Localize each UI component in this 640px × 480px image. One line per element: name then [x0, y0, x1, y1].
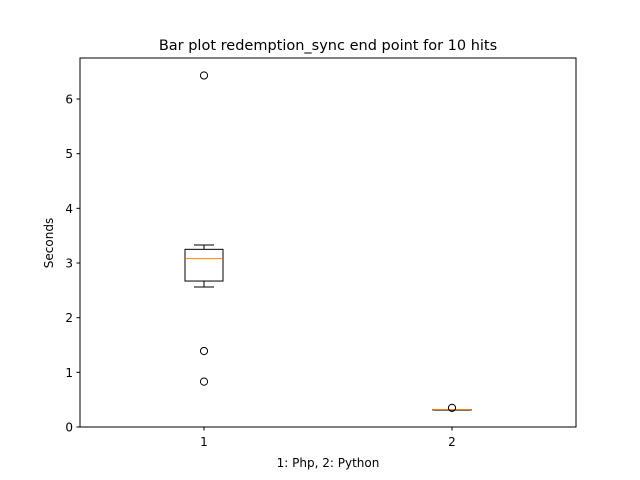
y-tick-label-2: 2	[65, 311, 73, 325]
x-tick-label-2: 2	[448, 435, 456, 449]
outlier-1-2	[199, 377, 209, 386]
box-body-1	[184, 248, 224, 282]
x-axis-label: 1: Php, 2: Python	[277, 456, 380, 470]
plot-frame	[79, 57, 577, 428]
y-axis-label: Seconds	[42, 218, 56, 268]
y-tick-label-5: 5	[65, 147, 73, 161]
y-tick-label-6: 6	[65, 93, 73, 107]
outlier-1-1	[199, 346, 209, 356]
box-1	[184, 71, 224, 386]
chart-title: Bar plot redemption_sync end point for 1…	[159, 38, 497, 54]
y-tick-label-1: 1	[65, 366, 73, 380]
outlier-1-0	[199, 71, 209, 80]
y-tick-label-0: 0	[65, 421, 73, 435]
x-tick-label-1: 1	[200, 435, 208, 449]
y-tick-label-4: 4	[65, 202, 73, 216]
y-tick-label-3: 3	[65, 257, 73, 271]
box-2	[432, 403, 472, 412]
outlier-2-0	[447, 403, 457, 412]
plot-area: 0 1 2 3 4 5 6 1 2	[65, 57, 577, 449]
